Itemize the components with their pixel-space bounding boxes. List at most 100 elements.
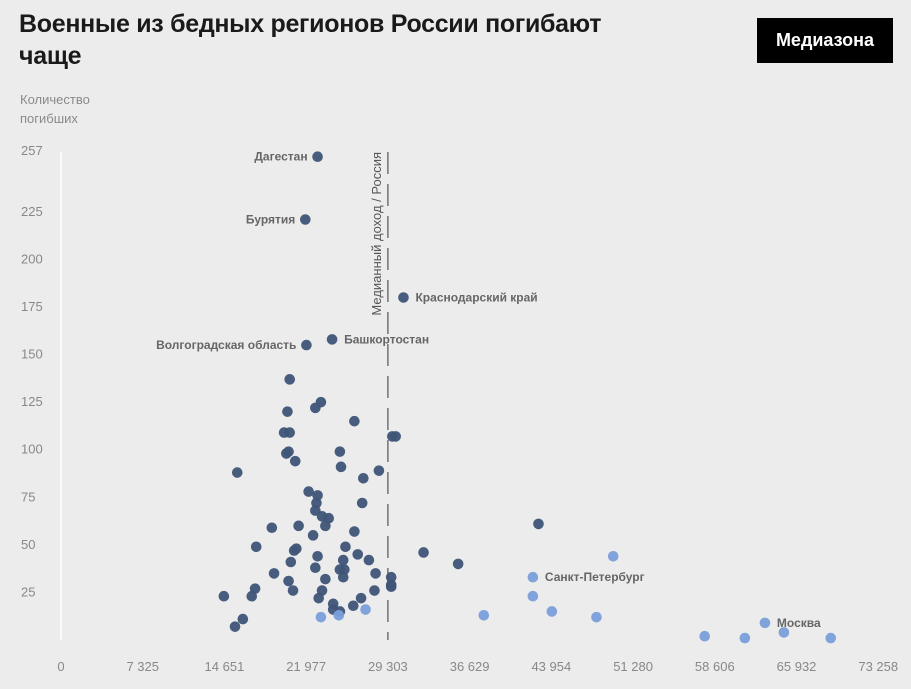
data-point xyxy=(313,592,325,604)
data-point xyxy=(315,611,327,623)
x-tick-label: 36 629 xyxy=(450,659,490,674)
data-point xyxy=(385,581,397,593)
x-tick-label: 7 325 xyxy=(126,659,159,674)
data-point xyxy=(284,374,295,385)
data-point xyxy=(320,520,331,532)
point-label: Бурятия xyxy=(246,212,295,226)
x-tick-label: 14 651 xyxy=(205,659,245,674)
data-point xyxy=(310,562,321,573)
data-point xyxy=(310,402,321,414)
data-point xyxy=(533,518,544,530)
data-point xyxy=(825,632,837,644)
data-point xyxy=(699,630,710,642)
x-tick-label: 0 xyxy=(57,659,64,674)
data-point xyxy=(303,486,314,497)
data-point xyxy=(282,406,293,417)
data-point xyxy=(759,617,771,629)
data-point xyxy=(398,292,409,303)
data-point xyxy=(478,609,490,621)
data-point xyxy=(356,497,368,509)
data-point xyxy=(284,427,295,438)
data-point xyxy=(283,446,294,457)
data-point xyxy=(360,604,371,615)
data-point xyxy=(333,609,345,621)
median-line-group: Медианный доход / Россия xyxy=(369,152,389,640)
data-point xyxy=(268,568,280,579)
x-tick-label: 43 954 xyxy=(531,659,571,674)
point-labels: Дагестан Бурятия Краснодарский край Башкорт… xyxy=(156,150,821,630)
data-point xyxy=(370,568,381,579)
point-label: Дагестан xyxy=(254,150,307,164)
data-point xyxy=(355,592,367,604)
data-point xyxy=(337,571,349,583)
data-point xyxy=(363,554,375,566)
x-tick-label: 73 258 xyxy=(858,659,898,674)
data-point xyxy=(347,600,359,612)
data-point xyxy=(237,613,249,625)
point-label: Башкортостан xyxy=(344,332,429,346)
y-tick-label: 175 xyxy=(21,299,43,314)
y-tick-label: 125 xyxy=(21,394,43,409)
data-point xyxy=(250,541,262,553)
data-point xyxy=(320,573,331,585)
y-tick-label: 25 xyxy=(21,584,35,599)
y-axis-ticks: 25 50 75 100 125 150 175 200 225 257 xyxy=(21,143,43,599)
y-tick-label: 257 xyxy=(21,143,43,158)
data-point xyxy=(218,590,230,602)
data-point xyxy=(335,461,347,473)
data-point xyxy=(231,467,243,478)
point-label: Краснодарский край xyxy=(415,291,537,305)
data-point xyxy=(778,627,790,638)
x-tick-label: 51 280 xyxy=(613,659,653,674)
data-point xyxy=(390,431,401,442)
data-point xyxy=(307,530,319,541)
point-label: Москва xyxy=(777,616,821,630)
brand-logo[interactable]: Медиазона xyxy=(757,18,893,63)
x-axis-ticks: 0 7 325 14 651 21 977 29 303 36 629 43 954 51 2… xyxy=(57,659,898,674)
data-point xyxy=(358,472,369,484)
x-tick-label: 65 932 xyxy=(777,659,817,674)
data-point xyxy=(289,455,301,467)
data-point xyxy=(287,585,299,596)
data-point xyxy=(349,415,360,427)
y-tick-label: 75 xyxy=(21,489,35,504)
data-point xyxy=(418,547,429,558)
data-point xyxy=(527,571,539,583)
data-point xyxy=(591,611,602,623)
data-point xyxy=(334,446,346,457)
data-point xyxy=(373,465,385,476)
data-point xyxy=(352,549,364,560)
chart-title: Военные из бедных регионов России погиба… xyxy=(19,10,602,70)
data-point xyxy=(285,556,297,568)
data-point xyxy=(312,151,323,163)
data-point xyxy=(337,554,349,566)
y-tick-label: 50 xyxy=(21,537,35,552)
x-tick-label: 58 606 xyxy=(695,659,735,674)
data-point xyxy=(349,526,360,537)
data-point xyxy=(300,214,311,225)
data-point xyxy=(369,585,380,596)
median-label: Медианный доход / Россия xyxy=(369,152,384,316)
data-points xyxy=(218,151,837,644)
data-point xyxy=(546,606,558,617)
data-point xyxy=(607,550,619,562)
data-point xyxy=(452,558,464,570)
data-point xyxy=(283,575,294,587)
data-point xyxy=(246,590,258,602)
y-tick-label: 200 xyxy=(21,251,43,266)
data-point xyxy=(293,520,304,532)
y-axis-label: Количество погибших xyxy=(20,92,90,126)
data-point xyxy=(326,334,338,345)
x-tick-label: 21 977 xyxy=(286,659,326,674)
data-point xyxy=(385,571,397,583)
data-point xyxy=(266,522,278,534)
data-point xyxy=(527,590,539,602)
y-tick-label: 100 xyxy=(21,442,43,457)
data-point xyxy=(229,621,241,632)
data-point xyxy=(301,339,312,351)
data-point xyxy=(739,632,751,644)
data-point xyxy=(340,541,351,553)
y-tick-label: 150 xyxy=(21,347,43,362)
y-tick-label: 225 xyxy=(21,204,43,219)
